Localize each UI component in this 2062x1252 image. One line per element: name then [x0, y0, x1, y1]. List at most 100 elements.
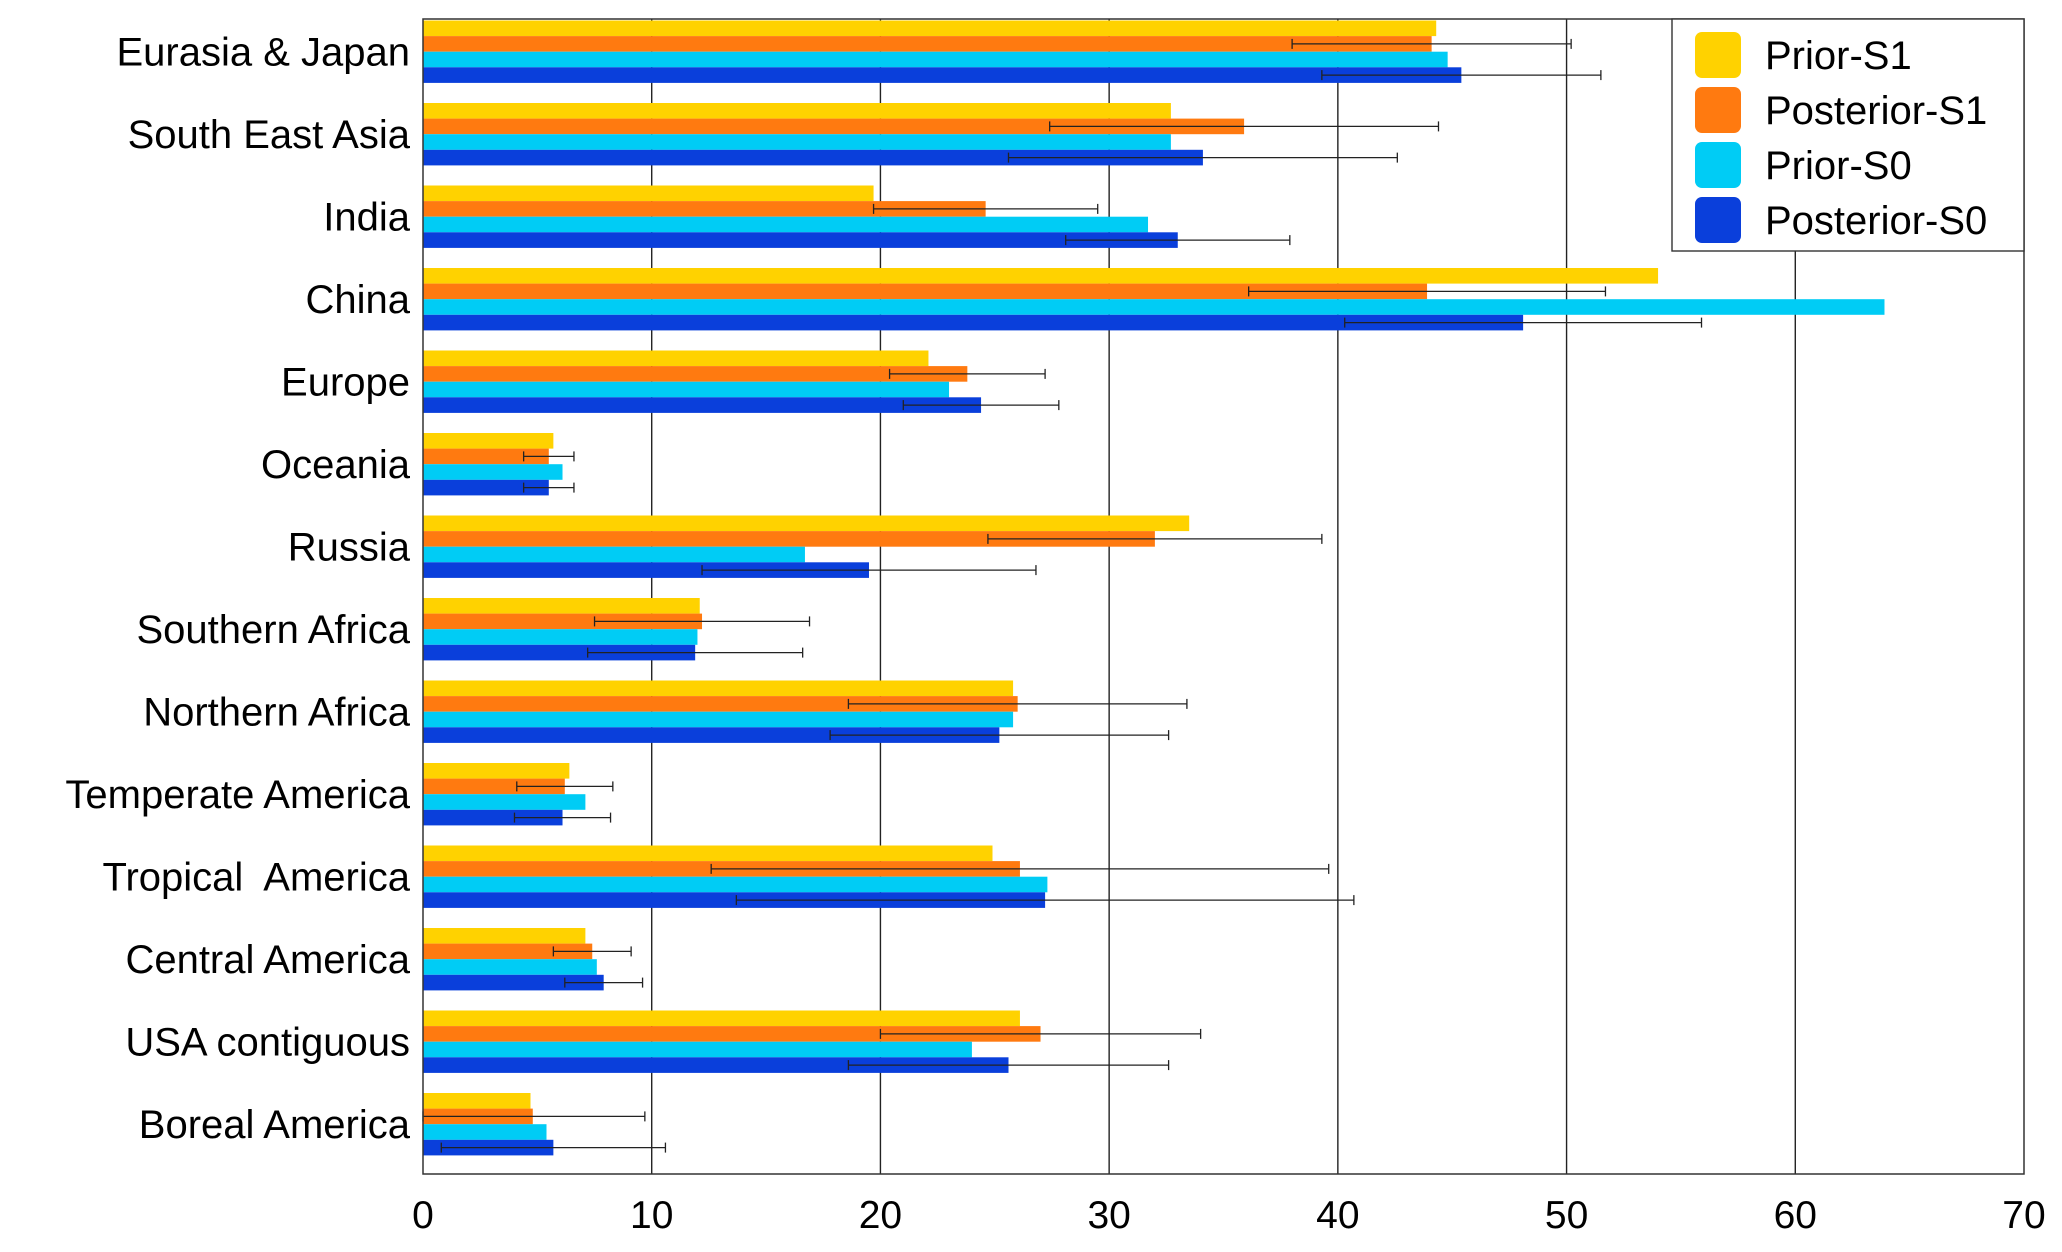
bar-posterior-s0: [423, 644, 696, 661]
error-bar-posterior-s1: [847, 698, 1188, 709]
bar-prior-s1: [423, 1010, 1020, 1027]
bar-prior-s0: [423, 876, 1048, 893]
bar-posterior-s0: [423, 232, 1178, 248]
bar-posterior-s0: [423, 397, 982, 413]
bar-prior-s0: [423, 629, 698, 645]
error-bar-posterior-s1: [516, 781, 614, 792]
category-label: Temperate America: [65, 773, 410, 817]
bar-posterior-s0: [423, 1057, 1009, 1073]
legend-swatch-posterior-s0: [1695, 197, 1741, 243]
legend-label-prior-s0: Prior-S0: [1765, 144, 1912, 188]
error-bars: [422, 38, 1703, 1153]
error-bar-posterior-s1: [710, 863, 1330, 874]
error-bar-posterior-s1: [593, 616, 811, 627]
bar-prior-s0: [423, 216, 1149, 233]
bar-posterior-s0: [423, 892, 1046, 908]
category-label: India: [323, 196, 410, 240]
bar-prior-s1: [423, 1093, 531, 1109]
bar-posterior-s0: [423, 974, 604, 991]
error-bar-posterior-s0: [440, 1142, 667, 1153]
bar-posterior-s1: [423, 448, 549, 465]
bar-posterior-s0: [423, 479, 549, 496]
error-bar-posterior-s0: [1065, 235, 1291, 246]
x-tick-label: 20: [859, 1194, 902, 1237]
legend-swatch-prior-s1: [1695, 32, 1741, 78]
bar-prior-s1: [423, 763, 570, 779]
legend-label-posterior-s1: Posterior-S1: [1765, 89, 1987, 133]
bar-prior-s1: [423, 515, 1190, 532]
bar-prior-s0: [423, 1124, 547, 1140]
legend-swatch-prior-s0: [1695, 142, 1741, 188]
category-label: Boreal America: [139, 1103, 411, 1147]
bar-prior-s1: [423, 928, 586, 944]
legend-label-prior-s1: Prior-S1: [1765, 34, 1912, 78]
bar-prior-s1: [423, 350, 929, 367]
bar-posterior-s1: [423, 531, 1155, 547]
bar-posterior-s0: [423, 314, 1524, 331]
category-label: USA contiguous: [125, 1021, 410, 1065]
x-tick-label: 10: [630, 1194, 673, 1237]
error-bar-posterior-s1: [1291, 38, 1572, 49]
error-bar-posterior-s0: [564, 977, 644, 988]
bar-prior-s1: [423, 103, 1171, 119]
bar-prior-s0: [423, 959, 597, 975]
error-bar-posterior-s0: [829, 730, 1170, 741]
error-bar-posterior-s0: [522, 482, 575, 493]
bar-prior-s0: [423, 464, 563, 480]
error-bar-posterior-s1: [1248, 286, 1607, 297]
error-bar-posterior-s0: [902, 400, 1060, 411]
error-bar-posterior-s1: [552, 946, 632, 957]
bar-posterior-s1: [423, 943, 593, 960]
bar-posterior-s1: [423, 36, 1432, 52]
x-tick-label: 60: [1774, 1194, 1817, 1237]
x-tick-label: 40: [1316, 1194, 1359, 1237]
error-bar-posterior-s0: [1321, 70, 1602, 81]
category-label: Russia: [288, 526, 411, 570]
bar-prior-s0: [423, 794, 586, 810]
error-bar-posterior-s0: [847, 1060, 1170, 1071]
error-bar-posterior-s0: [587, 647, 804, 658]
bar-prior-s0: [423, 134, 1171, 150]
x-tick-label: 70: [2002, 1194, 2045, 1237]
bar-posterior-s1: [423, 283, 1428, 300]
error-bar-posterior-s1: [879, 1028, 1202, 1039]
bar-prior-s0: [423, 711, 1014, 728]
bar-prior-s0: [423, 1041, 972, 1058]
legend: Prior-S1 Posterior-S1 Prior-S0 Posterior-S0: [1671, 18, 2025, 252]
x-tick-label: 50: [1545, 1194, 1588, 1237]
bar-prior-s1: [423, 185, 874, 202]
error-bar-posterior-s1: [1049, 121, 1440, 132]
error-bar-posterior-s0: [735, 895, 1355, 906]
legend-label-posterior-s0: Posterior-S0: [1765, 199, 1987, 243]
bar-prior-s1: [423, 680, 1014, 697]
error-bar-posterior-s1: [872, 203, 1099, 214]
category-label: Europe: [281, 361, 410, 405]
category-label: South East Asia: [128, 113, 411, 157]
bar-prior-s0: [423, 299, 1885, 315]
category-label: Tropical America: [103, 856, 411, 900]
bar-posterior-s1: [423, 613, 703, 630]
category-label: Central America: [125, 938, 410, 982]
bar-posterior-s0: [423, 809, 563, 826]
bar-posterior-s0: [423, 727, 1000, 743]
x-tick-label: 0: [412, 1194, 434, 1237]
category-labels: Eurasia & Japan South East Asia India China…: [65, 31, 411, 1147]
bar-posterior-s1: [423, 366, 968, 382]
bar-posterior-s1: [423, 118, 1245, 135]
bar-prior-s1: [423, 268, 1659, 284]
category-label: Southern Africa: [137, 608, 411, 652]
error-bar-posterior-s0: [513, 812, 612, 823]
error-bar-posterior-s1: [522, 451, 575, 462]
plot-frame: [422, 18, 2025, 1175]
bar-prior-s1: [423, 598, 700, 614]
category-label: China: [305, 278, 410, 322]
x-tick-label: 30: [1087, 1194, 1130, 1237]
bar-prior-s1: [423, 845, 993, 862]
error-bar-posterior-s0: [1344, 317, 1703, 328]
bar-posterior-s1: [423, 778, 565, 795]
bar-prior-s0: [423, 51, 1448, 68]
bar-prior-s1: [423, 433, 554, 449]
bar-prior-s1: [423, 20, 1437, 37]
bar-posterior-s0: [423, 562, 869, 578]
